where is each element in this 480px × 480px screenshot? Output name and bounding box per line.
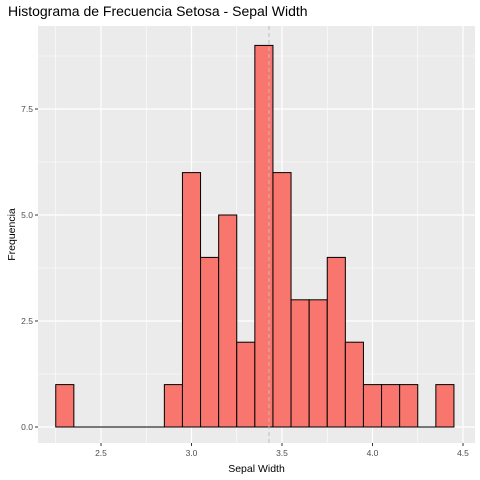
histogram-bar [181,172,202,428]
histogram-bar [236,341,256,428]
histogram-bar [55,384,75,428]
histogram-bar [163,384,183,428]
histogram-bar [254,44,274,428]
chart-title: Histograma de Frecuencia Setosa - Sepal … [8,3,308,19]
histogram-bars [55,44,455,428]
y-tick-label: 7.5 [21,104,33,114]
histogram-bar [200,256,220,428]
x-tick-label: 4.5 [457,448,469,458]
x-tick-label: 3.5 [276,448,288,458]
histogram-bar [362,384,383,428]
histogram-bar [435,384,455,428]
x-tick-label: 2.5 [95,448,107,458]
histogram-bar [290,299,310,428]
x-axis: 2.5 3.0 3.5 4.0 4.5 [95,443,469,458]
histogram-bar [344,341,364,428]
histogram-bar [326,256,346,428]
histogram-bar [272,172,292,428]
histogram-bar [399,384,419,428]
x-axis-title: Sepal Width [228,463,285,475]
y-tick-label: 5.0 [21,210,33,220]
histogram-bar [308,299,328,428]
y-tick-label: 2.5 [21,316,33,326]
histogram-bar [218,214,238,428]
histogram-bar [381,384,401,428]
x-tick-label: 3.0 [186,448,198,458]
y-axis: 0.0 2.5 5.0 7.5 [21,104,38,432]
y-tick-label: 0.0 [21,422,33,432]
x-tick-label: 4.0 [367,448,379,458]
y-axis-title: Frequencia [6,208,18,261]
